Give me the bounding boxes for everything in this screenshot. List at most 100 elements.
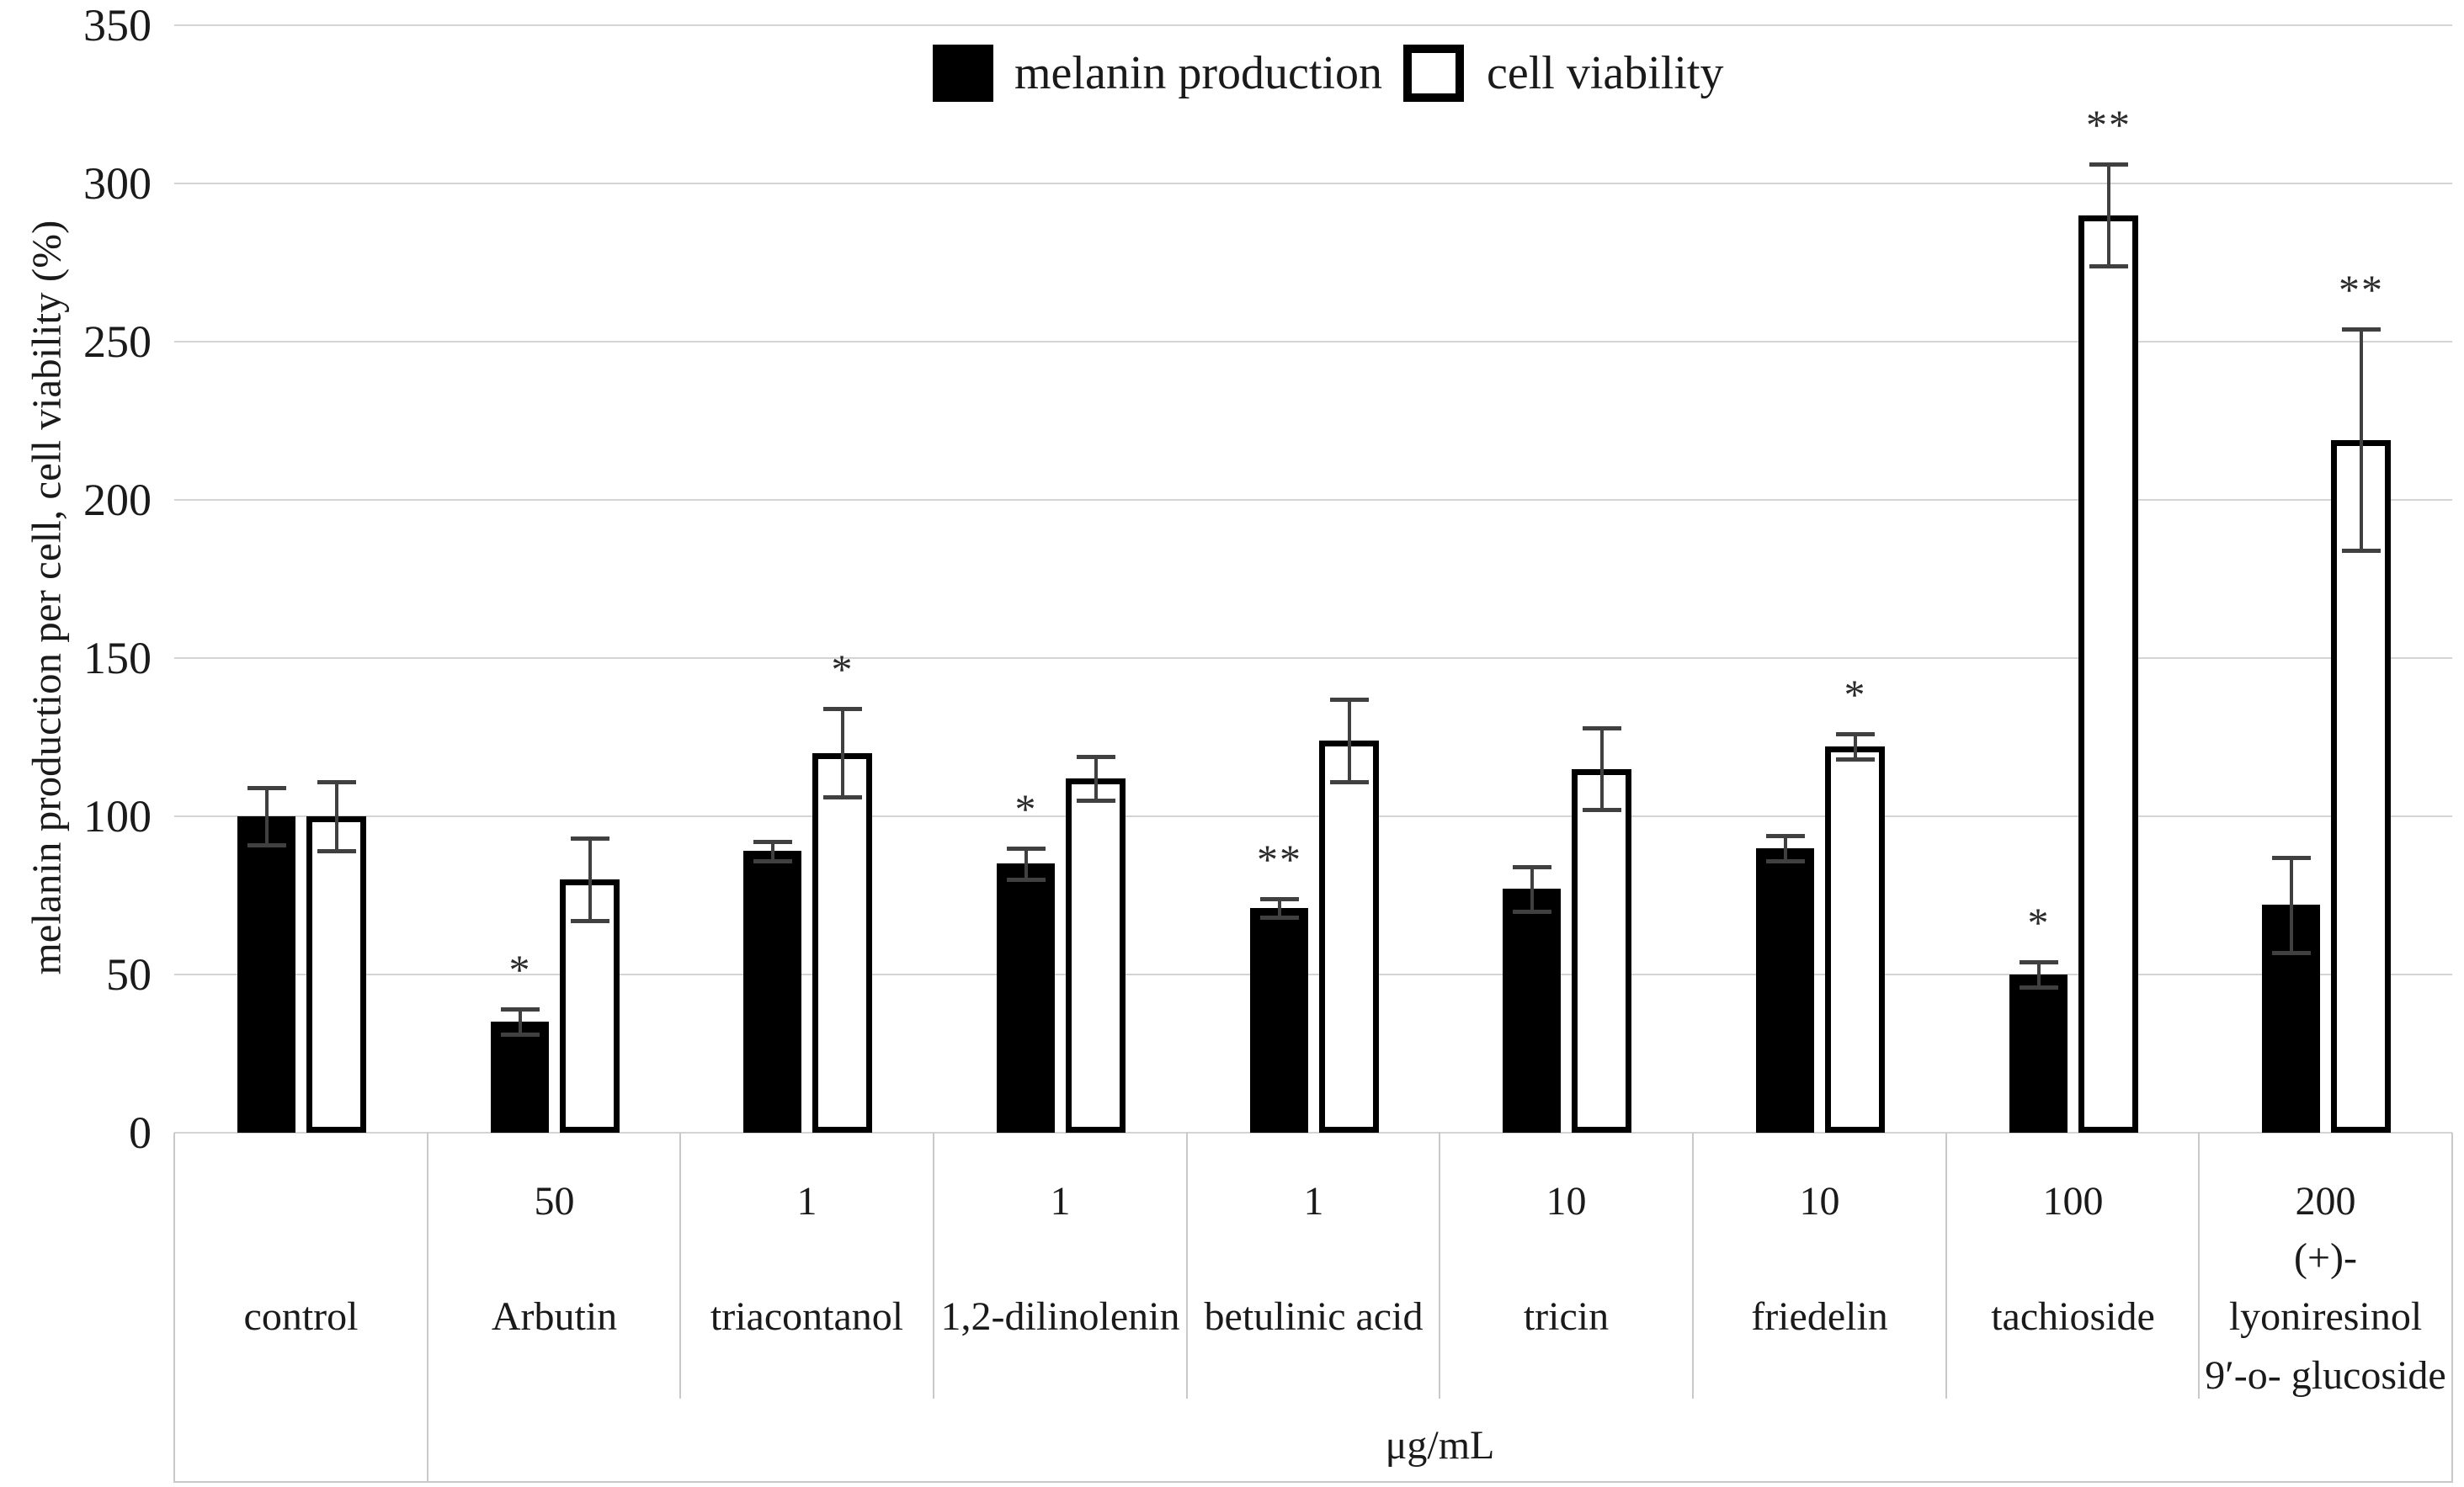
- error-bar-stem: [1348, 699, 1351, 782]
- error-bar-cap-bottom: [1007, 878, 1046, 882]
- error-bar-cap-top: [823, 707, 862, 711]
- viability-bar-1: [306, 816, 366, 1133]
- table-column-border: [173, 1133, 175, 1399]
- error-bar-cap-bottom: [1766, 859, 1805, 863]
- error-bar-cap-bottom: [2342, 549, 2381, 553]
- x-axis-unit-label: μg/mL: [1385, 1423, 1495, 1468]
- error-bar-cap-top: [247, 786, 286, 790]
- viability-bar-3: [812, 753, 872, 1133]
- table-column-border: [2451, 1133, 2453, 1399]
- legend-swatch-cell-viability: [1403, 45, 1464, 102]
- viability-bar-8: [2078, 215, 2138, 1133]
- legend-label-cell-viability: cell viability: [1487, 47, 1724, 99]
- melanin-bar-8: [2009, 975, 2068, 1133]
- dose-label-3: 1: [796, 1179, 817, 1224]
- dose-label-4: 1: [1050, 1179, 1071, 1224]
- significance-marker: **: [2086, 101, 2131, 148]
- gridline-200: [174, 499, 2452, 501]
- category-label-5: betulinic acid: [1187, 1288, 1440, 1346]
- error-bar-cap-top: [1583, 726, 1621, 730]
- error-bar-cap-bottom: [1260, 916, 1299, 920]
- category-label-line: Arbutin: [491, 1294, 618, 1339]
- error-bar-cap-bottom: [317, 849, 356, 853]
- category-label-6: tricin: [1440, 1288, 1693, 1346]
- error-bar-cap-bottom: [1513, 910, 1551, 914]
- melanin-bar-2: [491, 1022, 549, 1133]
- error-bar-cap-bottom: [1077, 799, 1115, 803]
- error-bar-cap-top: [2272, 856, 2311, 860]
- category-label-1: control: [174, 1288, 428, 1346]
- error-bar-cap-bottom: [823, 795, 862, 799]
- error-bar-cap-top: [2342, 327, 2381, 332]
- dose-label-5: 1: [1303, 1179, 1324, 1224]
- significance-marker: *: [508, 946, 532, 993]
- table-column-border: [1186, 1133, 1188, 1399]
- viability-bar-4: [1066, 778, 1126, 1133]
- table-column-border: [427, 1133, 428, 1399]
- table-column-border-extended: [173, 1399, 175, 1483]
- melanin-bar-1: [237, 816, 295, 1133]
- category-label-line: lyoniresinol: [2228, 1294, 2423, 1339]
- table-column-border: [1692, 1133, 1694, 1399]
- gridline-0: [174, 1132, 2452, 1134]
- significance-marker: **: [2339, 266, 2384, 313]
- error-bar-cap-top: [753, 840, 792, 844]
- error-bar-cap-top: [571, 836, 609, 841]
- category-label-7: friedelin: [1693, 1288, 1946, 1346]
- error-bar-cap-top: [1330, 698, 1369, 702]
- error-bar-cap-bottom: [501, 1033, 540, 1037]
- y-tick-label-350: 350: [83, 0, 152, 50]
- y-tick-label-250: 250: [83, 316, 152, 367]
- table-column-border: [1439, 1133, 1440, 1399]
- legend-label-melanin-production: melanin production: [1014, 47, 1383, 99]
- category-label-line: 9′-o- glucoside: [2205, 1353, 2446, 1398]
- table-column-border: [2198, 1133, 2200, 1399]
- error-bar-cap-top: [2089, 162, 2128, 167]
- dose-label-9: 200: [2295, 1179, 2356, 1224]
- significance-marker: **: [1257, 836, 1302, 883]
- dose-label-6: 10: [1546, 1179, 1587, 1224]
- error-bar-cap-bottom: [2020, 985, 2058, 990]
- error-bar-stem: [519, 1009, 522, 1034]
- table-column-border-extended: [427, 1399, 428, 1483]
- y-tick-label-50: 50: [106, 949, 152, 1000]
- significance-marker: *: [2027, 899, 2051, 946]
- error-bar-stem: [2290, 858, 2293, 953]
- melanin-bar-3: [743, 851, 801, 1133]
- gridline-350: [174, 24, 2452, 26]
- error-bar-cap-top: [1007, 847, 1046, 851]
- gridline-150: [174, 657, 2452, 659]
- error-bar-cap-bottom: [2089, 264, 2128, 268]
- table-column-border: [679, 1133, 681, 1399]
- melanin-bar-4: [997, 863, 1055, 1133]
- category-label-2: Arbutin: [428, 1288, 681, 1346]
- error-bar-cap-bottom: [1583, 808, 1621, 812]
- category-label-8: tachioside: [1946, 1288, 2200, 1346]
- table-column-border: [1945, 1133, 1947, 1399]
- y-tick-label-150: 150: [83, 633, 152, 683]
- error-bar-cap-top: [1836, 732, 1875, 736]
- melanin-bar-6: [1503, 889, 1561, 1133]
- dose-label-7: 10: [1799, 1179, 1840, 1224]
- dose-label-2: 50: [534, 1179, 575, 1224]
- significance-marker: *: [1844, 671, 1867, 718]
- category-label-line: tricin: [1523, 1294, 1610, 1339]
- viability-bar-9: [2331, 440, 2391, 1133]
- error-bar-stem: [1600, 728, 1604, 810]
- y-tick-label-0: 0: [129, 1107, 152, 1158]
- viability-bar-7: [1825, 746, 1885, 1133]
- error-bar-cap-top: [1513, 865, 1551, 869]
- table-column-border-extended: [2451, 1399, 2453, 1483]
- category-label-line: friedelin: [1751, 1294, 1888, 1339]
- category-label-line: triacontanol: [710, 1294, 904, 1339]
- viability-bar-6: [1572, 769, 1631, 1133]
- error-bar-stem: [2037, 962, 2041, 987]
- melanin-bar-5: [1250, 908, 1308, 1133]
- category-label-line: betulinic acid: [1204, 1294, 1424, 1339]
- gridline-250: [174, 341, 2452, 343]
- error-bar-cap-top: [1766, 834, 1805, 838]
- table-bottom-border: [174, 1481, 2452, 1483]
- y-tick-label-300: 300: [83, 158, 152, 209]
- error-bar-stem: [2360, 329, 2363, 550]
